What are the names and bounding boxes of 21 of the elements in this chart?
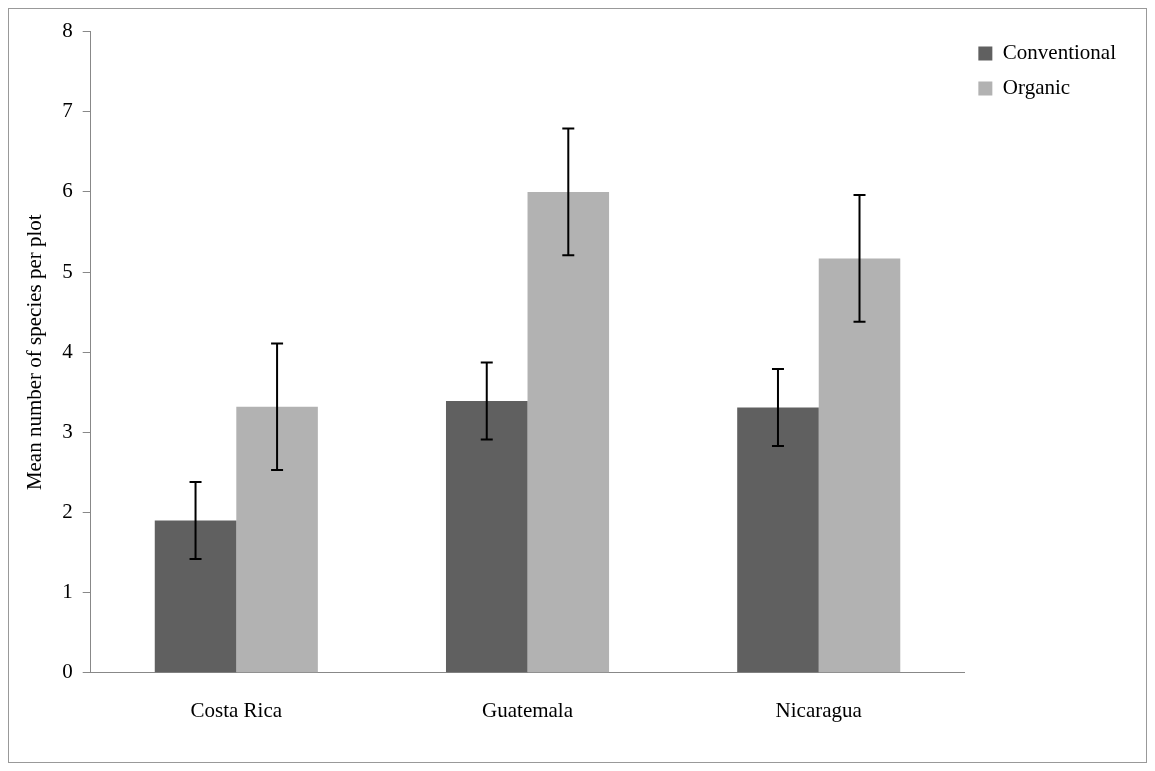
x-tick-label: Nicaragua [775, 697, 863, 722]
y-axis-title: Mean number of species per plot [22, 214, 47, 491]
bar [154, 520, 237, 673]
y-tick-label: 4 [62, 338, 74, 363]
y-tick-label: 3 [62, 418, 73, 443]
bar [527, 191, 610, 673]
x-tick-label: Guatemala [482, 697, 574, 722]
bar [445, 401, 528, 673]
y-tick-label: 7 [62, 98, 73, 123]
bar [737, 407, 819, 673]
y-tick-label: 8 [62, 18, 73, 43]
legend-label: Organic [1002, 75, 1071, 100]
legend-label: Conventional [1002, 40, 1117, 65]
y-tick-label: 2 [62, 499, 73, 524]
bar [236, 406, 318, 673]
y-tick-label: 0 [62, 659, 73, 684]
y-tick-label: 6 [62, 178, 73, 203]
y-tick-label: 1 [62, 579, 73, 604]
x-tick-label: Costa Rica [190, 697, 283, 722]
y-tick-label: 5 [62, 258, 73, 283]
bar [818, 258, 901, 673]
